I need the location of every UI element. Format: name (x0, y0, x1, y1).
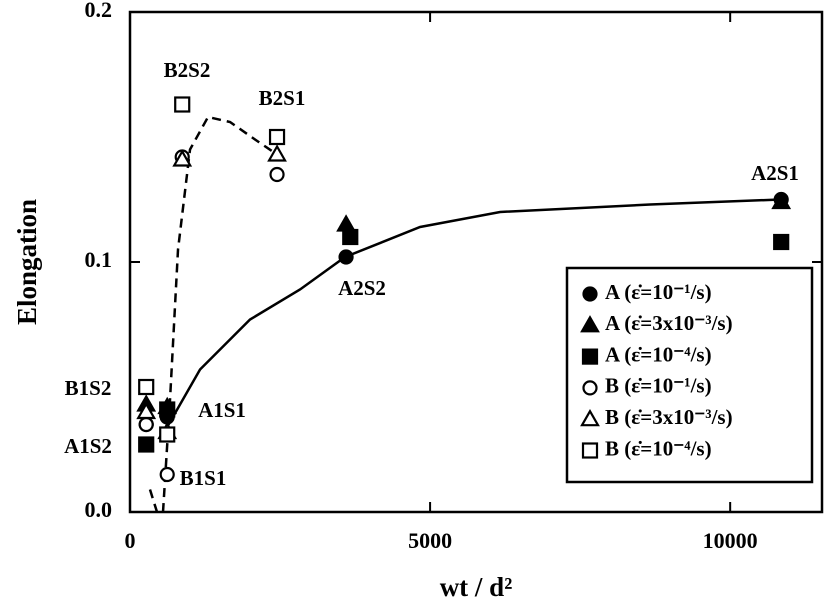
x-tick-label: 5000 (408, 528, 452, 553)
data-point (172, 149, 193, 167)
legend-label: B (ε̇=10⁻¹/s) (605, 374, 712, 398)
legend-label: A (ε̇=10⁻¹/s) (605, 280, 712, 304)
annotation: B2S1 (259, 86, 306, 110)
data-point (342, 228, 359, 246)
legend-label: B (ε̇=10⁻⁴/s) (605, 436, 712, 460)
data-point (336, 214, 356, 232)
legend-box (565, 266, 814, 484)
data-point (159, 466, 175, 483)
data-point (138, 378, 155, 396)
x-tick-label: 10000 (703, 528, 758, 553)
y-tick-label: 0.0 (85, 497, 113, 522)
legend-label: B (ε̇=3x10⁻³/s) (605, 405, 733, 429)
legend-label: A (ε̇=3x10⁻³/s) (605, 311, 733, 335)
data-point (138, 416, 154, 433)
annotation: B1S2 (65, 376, 112, 400)
data-point (338, 249, 354, 265)
annotation: B1S1 (180, 466, 227, 490)
data-point (773, 233, 790, 251)
y-tick-label: 0.1 (85, 247, 113, 272)
data-point (159, 426, 176, 443)
y-tick-label: 0.2 (85, 0, 113, 22)
annotation: A2S1 (751, 161, 799, 185)
legend-symbol (580, 408, 600, 427)
legend-symbol (581, 348, 599, 365)
data-point (771, 191, 792, 210)
data-point (267, 144, 287, 162)
data-point (138, 436, 155, 453)
data-point (269, 166, 285, 183)
legend-symbol (581, 442, 599, 459)
legend-symbol (582, 286, 598, 302)
annotation: A1S2 (64, 434, 112, 458)
y-axis-title: Elongation (12, 199, 42, 325)
fit-curve (148, 115, 278, 512)
annotation: A2S2 (338, 276, 386, 300)
legend-label: A (ε̇=10⁻⁴/s) (605, 342, 712, 366)
data-point (268, 128, 286, 146)
legend-symbol (580, 315, 600, 333)
data-point (174, 96, 191, 113)
x-tick-label: 0 (125, 528, 136, 553)
annotation: B2S2 (164, 58, 211, 82)
data-point (159, 401, 176, 418)
x-axis-title: wt / d² (440, 572, 513, 602)
annotation: A1S1 (198, 398, 246, 422)
data-point (136, 401, 157, 420)
legend-symbol (582, 380, 598, 396)
